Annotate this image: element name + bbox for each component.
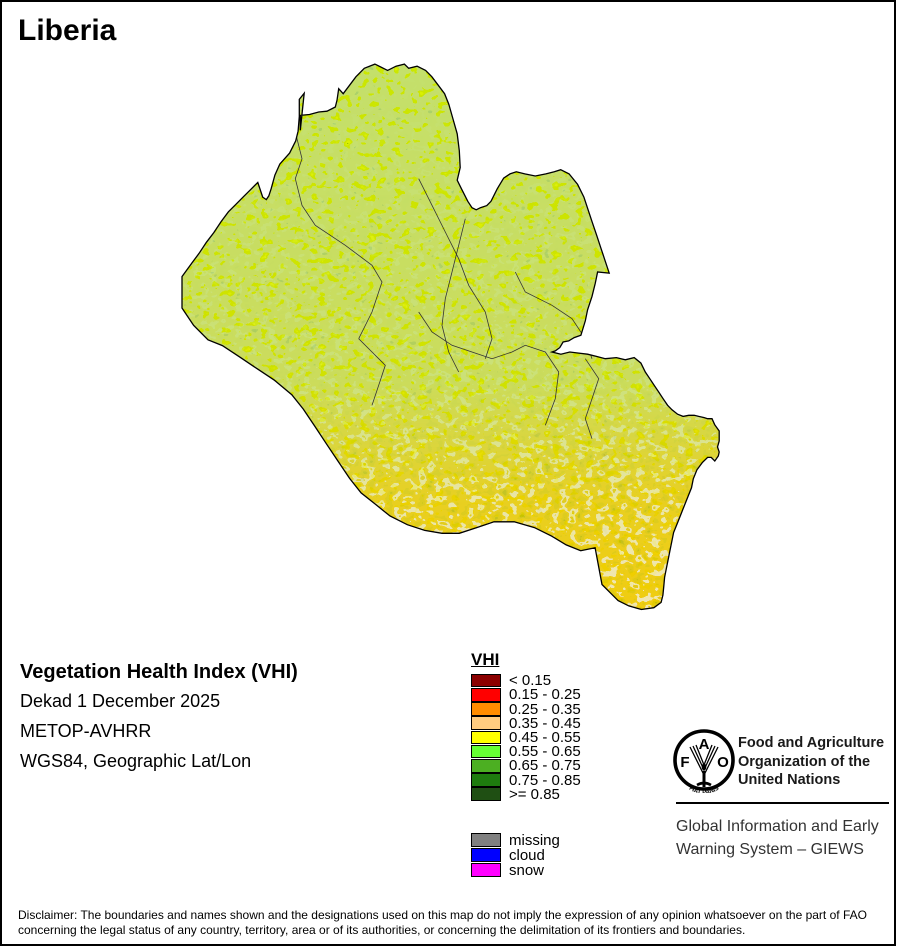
svg-text:F: F <box>680 754 689 771</box>
svg-text:A: A <box>699 736 710 753</box>
svg-text:O: O <box>717 754 729 771</box>
